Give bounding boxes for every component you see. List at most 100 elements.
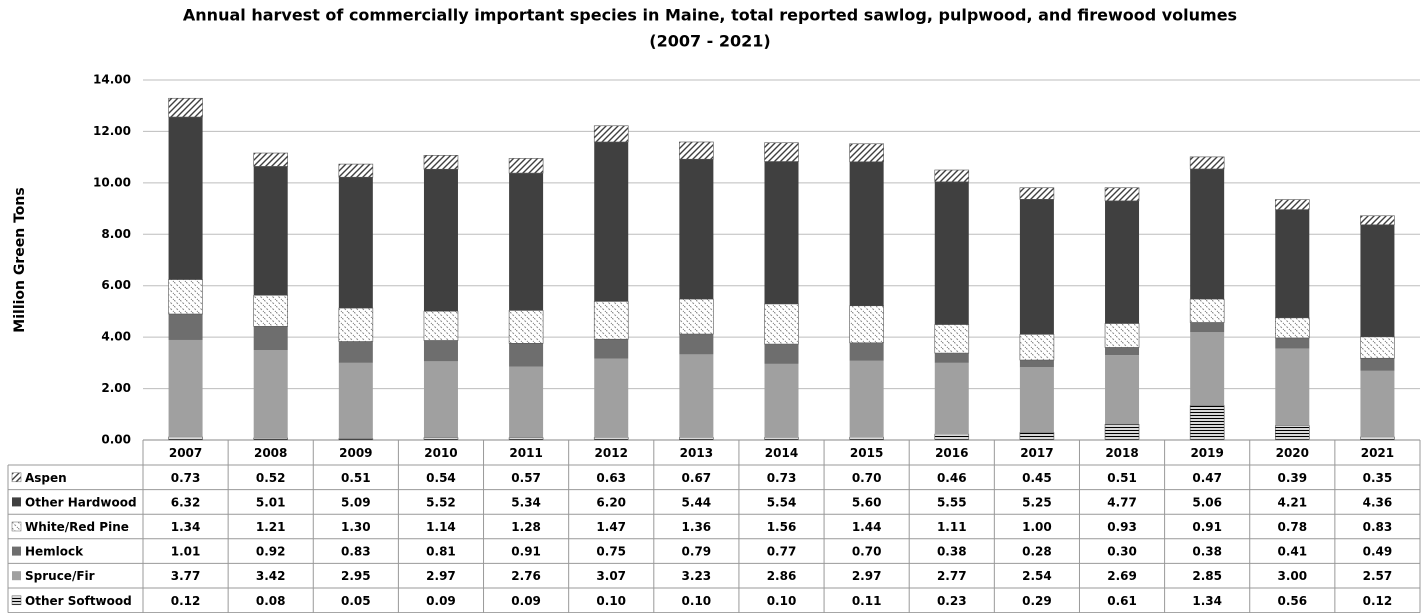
legend-label: Hemlock (25, 545, 84, 559)
table-value: 0.11 (852, 594, 882, 608)
bar-segment (1275, 209, 1310, 318)
bar-segment (253, 326, 288, 350)
table-value: 3.00 (1277, 569, 1307, 583)
table-value: 5.34 (511, 495, 541, 509)
table-value: 2.76 (511, 569, 541, 583)
x-tick-label: 2018 (1105, 446, 1138, 460)
table-value: 2.57 (1363, 569, 1393, 583)
table-value: 1.21 (256, 520, 286, 534)
table-value: 0.73 (171, 471, 201, 485)
bar-segment (1019, 432, 1055, 441)
table-value: 0.09 (426, 594, 456, 608)
table-value: 0.92 (256, 545, 286, 559)
y-tick-label: 12.00 (93, 124, 131, 138)
table-value: 5.06 (1192, 495, 1222, 509)
table-value: 6.32 (171, 495, 201, 509)
table-value: 0.10 (596, 594, 626, 608)
table-value: 0.09 (511, 594, 541, 608)
bar-segment (508, 158, 544, 174)
table-value: 0.45 (1022, 471, 1052, 485)
bar-segment (594, 339, 629, 359)
bar-segment (1360, 215, 1395, 226)
table-value: 0.83 (341, 545, 371, 559)
table-value: 0.56 (1277, 594, 1307, 608)
bar-segment (679, 141, 714, 160)
table-value: 0.81 (426, 545, 456, 559)
table-value: 2.54 (1022, 569, 1052, 583)
bar-segment (338, 362, 373, 439)
table-value: 1.01 (171, 545, 201, 559)
y-tick-label: 0.00 (101, 433, 131, 447)
legend-swatch (12, 546, 21, 556)
table-value: 0.83 (1363, 520, 1393, 534)
table-value: 0.28 (1022, 545, 1052, 559)
table-value: 0.51 (341, 471, 371, 485)
x-tick-label: 2020 (1276, 446, 1309, 460)
x-tick-label: 2016 (935, 446, 968, 460)
bar-segment (423, 361, 458, 438)
table-value: 2.97 (426, 569, 456, 583)
bar-segment (764, 161, 799, 304)
table-value: 0.10 (767, 594, 797, 608)
bar-segment (509, 173, 544, 311)
bar-segment (1360, 336, 1395, 359)
bar-segment (934, 362, 969, 435)
table-value: 0.93 (1107, 520, 1137, 534)
bar-segment (679, 298, 714, 335)
bar-segment (253, 350, 288, 438)
bar-segment (1189, 156, 1225, 170)
bar-segment (1360, 370, 1395, 437)
table-value: 1.47 (596, 520, 626, 534)
table-value: 0.75 (596, 545, 626, 559)
bar-segment (1019, 187, 1055, 200)
table-value: 0.91 (1192, 520, 1222, 534)
table-value: 1.36 (682, 520, 712, 534)
bar-segment (594, 141, 629, 302)
table-value: 0.12 (171, 594, 201, 608)
legend-swatch (11, 595, 22, 606)
bar-segment (168, 279, 203, 315)
bar-segment (1275, 348, 1310, 426)
bar-segment (1190, 332, 1225, 406)
table-value: 5.09 (341, 495, 371, 509)
y-axis-label: Million Green Tons (12, 187, 28, 332)
legend-label: Other Softwood (25, 594, 132, 608)
bar-segment (849, 360, 884, 438)
table-value: 2.97 (852, 569, 882, 583)
legend-swatch (11, 521, 22, 532)
bar-segment (764, 142, 799, 162)
chart-title: Annual harvest of commercially important… (183, 6, 1237, 25)
bar-segment (1275, 199, 1310, 210)
bar-segment (253, 152, 288, 167)
table-value: 5.01 (256, 495, 286, 509)
legend-label: Aspen (25, 471, 67, 485)
table-value: 0.70 (852, 545, 882, 559)
table-value: 0.38 (937, 545, 967, 559)
bar-segment (1275, 425, 1310, 441)
x-tick-label: 2011 (509, 446, 542, 460)
y-tick-label: 14.00 (93, 73, 131, 87)
x-tick-label: 2014 (765, 446, 798, 460)
bar-segment (1189, 298, 1225, 323)
bar-segment (593, 125, 629, 143)
bar-segment (764, 363, 799, 438)
bar-segment (934, 324, 970, 354)
table-value: 0.51 (1107, 471, 1137, 485)
x-tick-label: 2008 (254, 446, 287, 460)
bar-segment (423, 155, 459, 170)
table-value: 0.08 (256, 594, 286, 608)
bar-segment (1105, 355, 1140, 425)
bar-segment (764, 303, 799, 345)
table-value: 1.34 (171, 520, 201, 534)
bar-segment (934, 169, 970, 183)
table-value: 1.44 (852, 520, 882, 534)
x-tick-label: 2012 (595, 446, 628, 460)
bar-segment (168, 314, 203, 340)
table-value: 0.70 (852, 471, 882, 485)
table-value: 5.60 (852, 495, 882, 509)
bar-segment (1275, 317, 1310, 339)
table-value: 3.42 (256, 569, 286, 583)
table-value: 0.73 (767, 471, 797, 485)
table-value: 0.67 (682, 471, 712, 485)
x-tick-label: 2021 (1361, 446, 1394, 460)
